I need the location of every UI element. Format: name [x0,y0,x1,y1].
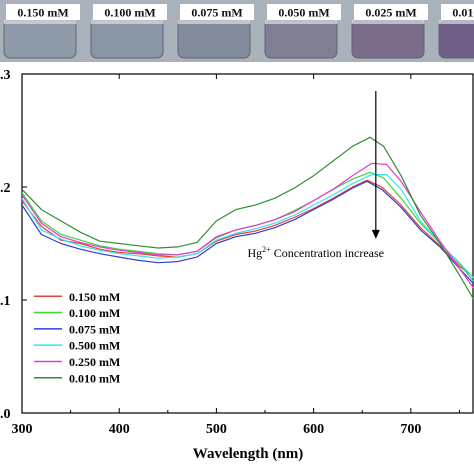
x-tick-label: 400 [109,422,130,437]
chart-axes: 300 400 500 600 700 .0 .1 .2 .3 [0,68,474,437]
vial-label-bg [354,4,428,20]
vial-label-bg [6,4,80,20]
vial-label-bg [267,4,341,20]
legend-label: 0.250 mM [69,355,120,369]
x-tick-label: 700 [400,422,421,437]
series-line [21,180,474,285]
x-tick-label: 300 [12,422,33,437]
chart-series-group [21,136,474,301]
vial-label: 0.100 mM [104,6,155,20]
annotation-label: Hg2+ Concentration increase [248,245,384,260]
y-tick-label: .0 [0,407,11,422]
vial-rim [4,20,76,24]
vial-rim [352,20,424,24]
vial-rim [178,20,250,24]
vial-photo-strip: 0.150 mM 0.100 mM 0.075 mM 0.050 mM 0.025 mM… [0,0,474,62]
plot-frame [21,73,474,414]
vial-body [90,19,164,59]
chart-annotation: Hg2+ Concentration increase [248,90,384,260]
series-line [21,179,474,278]
absorbance-chart: 300 400 500 600 700 .0 .1 .2 .3 Hg2+ Concentrati… [0,68,474,462]
vial-label-bg [93,4,167,20]
vial-label: 0.075 mM [191,6,242,20]
vial-body [351,19,425,59]
legend-label: 0.100 mM [69,306,120,320]
vial-rim [91,20,163,24]
x-tick-label: 600 [303,422,324,437]
legend-label: 0.150 mM [69,290,120,304]
chart-legend: 0.150 mM 0.100 mM 0.075 mM 0.500 mM 0.250 mM… [34,290,120,385]
legend-label: 0.010 mM [69,371,120,385]
annotation-label-rest: Concentration increase [271,246,384,260]
vial-label: 0.025 mM [365,6,416,20]
vial-label: 0.050 mM [278,6,329,20]
vial-label: 0.150 mM [17,6,68,20]
y-tick-label: .2 [0,181,11,196]
y-tick-label: .3 [0,68,11,83]
vial-row: 0.150 mM 0.100 mM 0.075 mM 0.050 mM 0.025 mM… [3,4,474,59]
vial-body [264,19,338,59]
vial-rim [265,20,337,24]
vial-label-bg [180,4,254,20]
x-axis-title: Wavelength (nm) [193,446,303,462]
vial-body [3,19,77,59]
series-line [21,162,474,290]
vial-rim [439,20,474,24]
vial-body [177,19,251,59]
x-tick-label: 500 [206,422,227,437]
annotation-arrow-head [371,229,380,239]
vial-label: 0.010 mM [452,6,474,20]
legend-label: 0.500 mM [69,339,120,353]
annotation-label-main: Hg [248,246,263,260]
series-line [21,136,474,301]
y-tick-label: .1 [0,294,11,309]
vial-body [438,19,474,59]
series-line [21,173,474,279]
legend-label: 0.075 mM [69,322,120,336]
annotation-label-sup: 2+ [262,245,271,254]
vial-label-bg [441,4,474,20]
